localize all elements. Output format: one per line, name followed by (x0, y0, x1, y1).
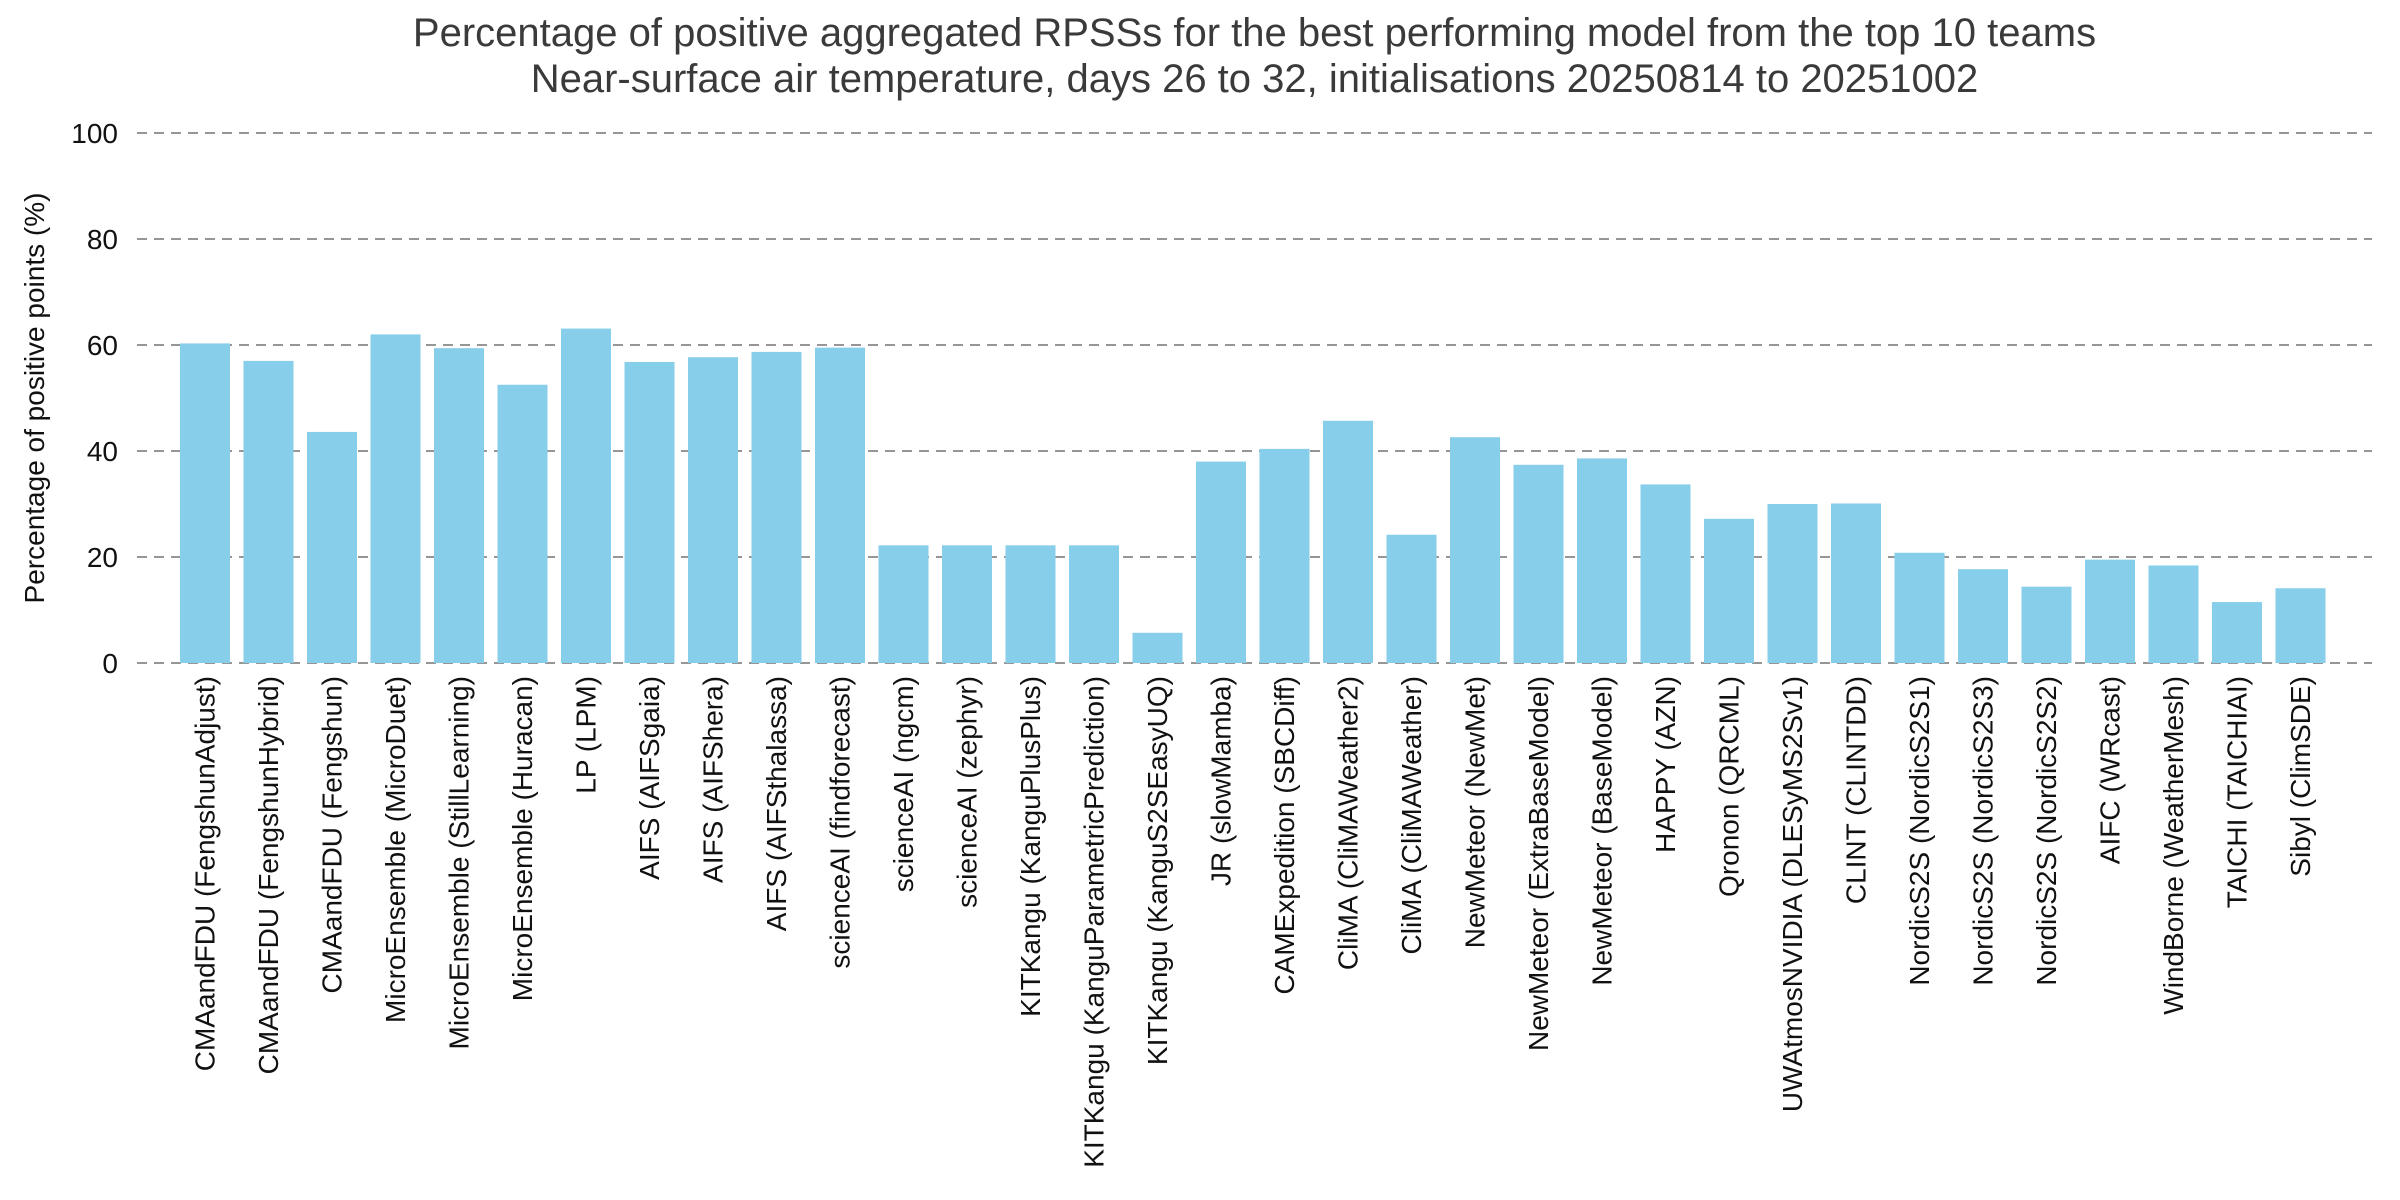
bar (497, 384, 548, 663)
bar (1323, 420, 1373, 663)
bar (688, 357, 738, 663)
x-tick-label: Qronon (QRCML) (1714, 676, 1745, 897)
x-tick-label: NewMeteor (ExtraBaseModel) (1523, 676, 1554, 1051)
x-tick-label: CMAandFDU (FengshunHybrid) (253, 676, 284, 1074)
bar (1704, 518, 1754, 663)
bar (624, 361, 675, 663)
bar (815, 347, 865, 663)
bar (942, 545, 992, 663)
x-tick-label: KITKangu (KanguPlusPlus) (1015, 676, 1046, 1017)
x-tick-label: CAMExpedition (SBCDiff) (1269, 676, 1300, 994)
x-tick-label: JR (slowMamba) (1206, 676, 1237, 886)
bar (1640, 484, 1691, 663)
bar (370, 334, 421, 663)
bar (1767, 504, 1818, 663)
y-tick-label: 40 (87, 436, 118, 467)
bar (307, 431, 357, 663)
x-tick-label: CLINT (CLINTDD) (1841, 676, 1872, 904)
y-axis-label: Percentage of positive points (%) (19, 193, 50, 604)
bar (1259, 448, 1310, 663)
bar (1513, 464, 1564, 663)
x-tick-label: UWAtmosNVIDIA (DLESyMS2Sv1) (1777, 676, 1808, 1112)
y-tick-label: 60 (87, 330, 118, 361)
bar (2085, 559, 2135, 663)
x-tick-label: scienceAI (findforecast) (825, 676, 856, 969)
bar (1894, 552, 1945, 663)
x-tick-label: NewMeteor (NewMet) (1460, 676, 1491, 948)
x-tick-label: Sibyl (ClimSDE) (2285, 676, 2316, 877)
x-tick-label: NordicS2S (NordicS2S2) (2031, 676, 2062, 986)
x-tick-label: TAICHI (TAICHIAI) (2222, 676, 2253, 908)
bar (180, 343, 230, 663)
x-tick-label: CliMA (CliMAWeather2) (1333, 676, 1364, 970)
bar (434, 348, 484, 663)
bar (243, 360, 294, 663)
x-tick-label: AIFS (AIFSgaia) (634, 676, 665, 880)
bar (2021, 586, 2072, 663)
bar (1958, 569, 2008, 663)
bar (878, 545, 929, 663)
x-tick-label: AIFC (WRcast) (2095, 676, 2126, 864)
title-block: Percentage of positive aggregated RPSSs … (137, 10, 2372, 102)
y-tick-label: 100 (71, 118, 118, 149)
x-tick-label: MicroEnsemble (MicroDuet) (380, 676, 411, 1023)
bar (751, 351, 802, 663)
x-tick-label: HAPPY (AZN) (1650, 676, 1681, 853)
x-tick-label: scienceAI (zephyr) (952, 676, 983, 908)
bar (2212, 602, 2262, 663)
x-tick-label: NewMeteor (BaseModel) (1587, 676, 1618, 986)
bar (1196, 461, 1246, 663)
x-tick-label: KITKangu (KanguParametricPrediction) (1079, 676, 1110, 1168)
x-tick-label: NordicS2S (NordicS2S1) (1904, 676, 1935, 986)
bar (1831, 503, 1881, 663)
bar (561, 328, 611, 663)
x-tick-label: LP (LPM) (571, 676, 602, 794)
bar (2148, 565, 2199, 663)
bar (2275, 588, 2326, 663)
bar (1132, 632, 1183, 663)
bar (1005, 545, 1056, 663)
y-tick-label: 20 (87, 542, 118, 573)
x-tick-label: MicroEnsemble (Huracan) (507, 676, 538, 1001)
x-tick-label: AIFS (AIFShera) (698, 676, 729, 883)
x-tick-label: NordicS2S (NordicS2S3) (1968, 676, 1999, 986)
x-tick-label: CMAandFDU (FengshunAdjust) (190, 676, 221, 1071)
bar (1577, 458, 1627, 663)
x-tick-label: MicroEnsemble (StillLearning) (444, 676, 475, 1049)
y-tick-label: 80 (87, 224, 118, 255)
bar (1386, 534, 1437, 663)
bar (1450, 437, 1500, 663)
x-tick-label: CliMA (CliMAWeather) (1396, 676, 1427, 954)
y-tick-label: 0 (102, 648, 118, 679)
bar (1069, 545, 1119, 663)
x-tick-label: AIFS (AIFSthalassa) (761, 676, 792, 931)
x-tick-label: KITKangu (KanguS2SEasyUQ) (1142, 676, 1173, 1065)
x-tick-label: scienceAI (ngcm) (888, 676, 919, 892)
x-tick-label: WindBorne (WeatherMesh) (2158, 676, 2189, 1015)
x-tick-label: CMAandFDU (Fengshun) (317, 676, 348, 993)
chart-title: Percentage of positive aggregated RPSSs … (412, 11, 2097, 55)
chart-subtitle: Near-surface air temperature, days 26 to… (530, 57, 1979, 101)
